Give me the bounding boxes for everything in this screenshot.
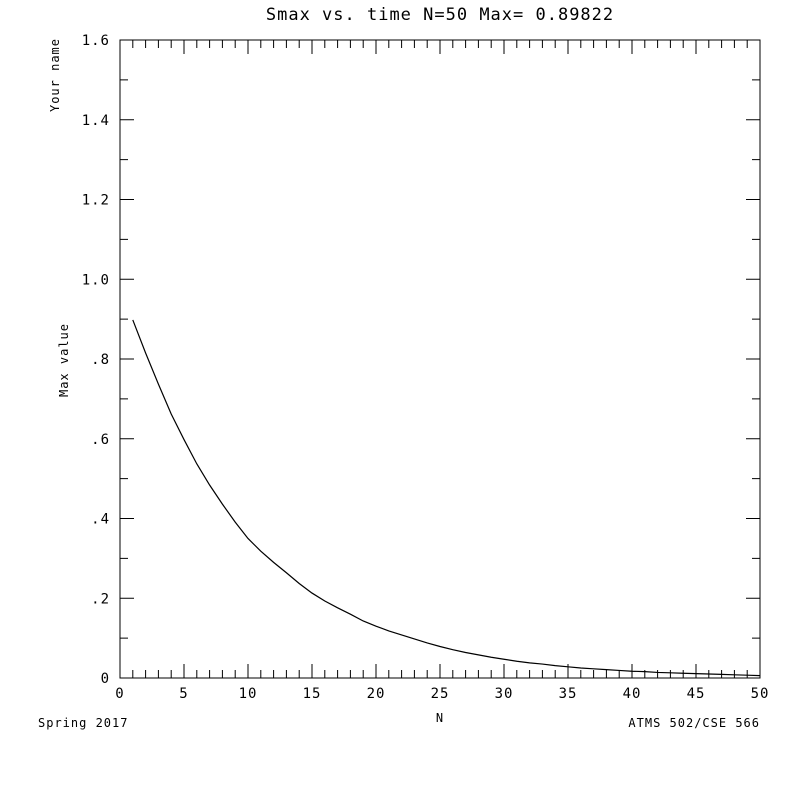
x-tick-label: 20 (367, 686, 386, 702)
y-axis-ticks: 0 .2 .4 .6 .8 1.0 1.2 1.4 1.6 (82, 33, 110, 687)
series-group (132, 319, 761, 677)
x-tick-label: 35 (559, 686, 578, 702)
y-tick-label: 0 (101, 671, 110, 687)
x-tick-label: 25 (431, 686, 450, 702)
y-tick-label: 1.2 (82, 193, 110, 209)
y-tick-label: 1.0 (82, 272, 110, 288)
x-tick-label: 50 (751, 686, 770, 702)
x-tick-label: 5 (179, 686, 188, 702)
x-axis-ticks: 0 5 10 15 20 25 30 35 40 45 50 (115, 686, 770, 702)
your-name-label: Your name (48, 38, 62, 112)
x-tick-label: 40 (623, 686, 642, 702)
footer-left-label: Spring 2017 (38, 716, 128, 730)
minor-ticks (119, 39, 761, 679)
y-tick-label: .6 (91, 432, 110, 448)
x-tick-label: 15 (303, 686, 322, 702)
y-axis-label: Max value (57, 323, 71, 397)
y-tick-label: 1.6 (82, 33, 110, 49)
y-tick-label: .2 (91, 591, 110, 607)
y-tick-label: .4 (91, 512, 110, 528)
y-tick-label: .8 (91, 352, 110, 368)
plot-frame (119, 39, 761, 679)
y-tick-label: 1.4 (82, 113, 110, 129)
x-axis-label: N (436, 711, 444, 725)
x-tick-label: 0 (115, 686, 124, 702)
footer-right-label: ATMS 502/CSE 566 (628, 716, 760, 730)
x-tick-label: 30 (495, 686, 514, 702)
series-line (132, 319, 761, 677)
x-tick-label: 45 (687, 686, 706, 702)
chart-title: Smax vs. time N=50 Max= 0.89822 (266, 5, 614, 25)
x-tick-label: 10 (239, 686, 258, 702)
